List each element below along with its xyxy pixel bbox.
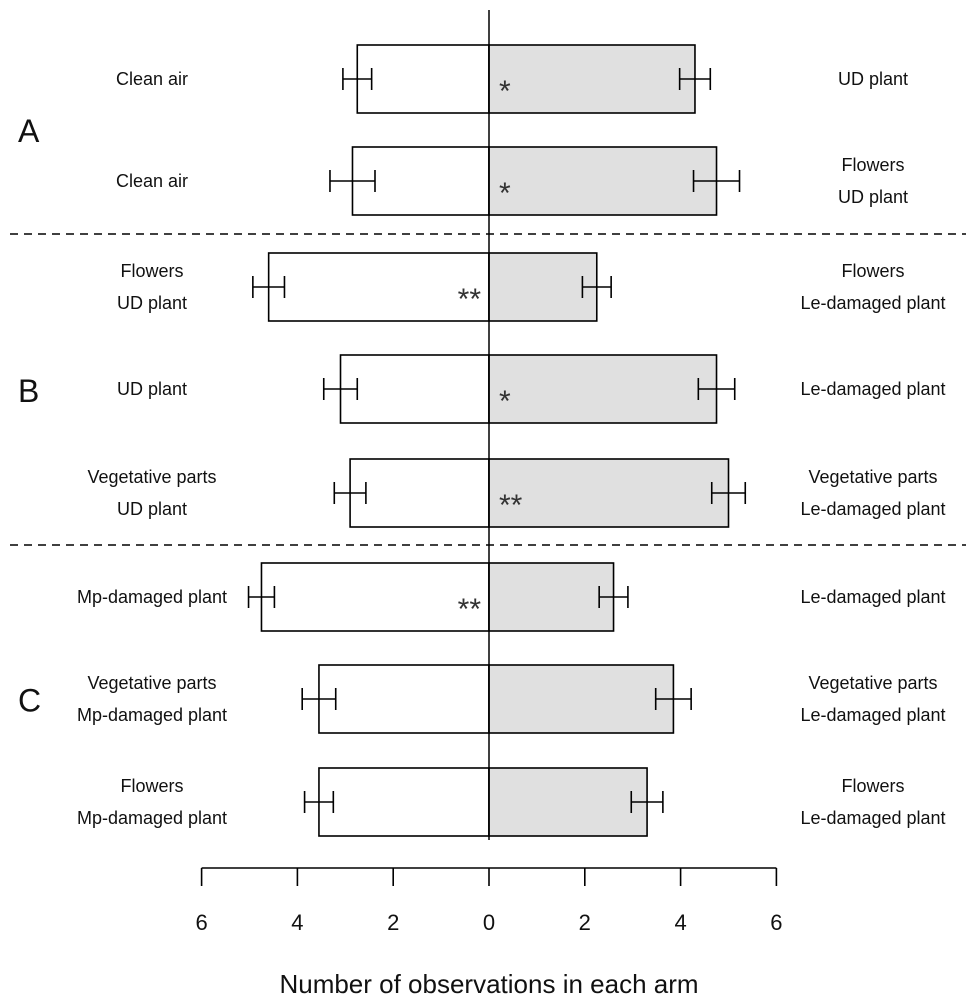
row-label-right: Vegetative parts Le-damaged plant [800, 673, 945, 725]
error-bar-left [342, 68, 373, 90]
row-label-left: UD plant [117, 379, 187, 399]
bar-left [356, 44, 490, 114]
bar-right [488, 562, 615, 632]
bar-right [488, 767, 648, 837]
significance-mark: * [499, 177, 511, 210]
x-axis: 6 4 2 0 2 4 6 [195, 867, 783, 935]
panel-label: B [18, 373, 39, 409]
significance-mark: ** [458, 283, 482, 316]
error-bar-right [697, 378, 736, 400]
significance-mark: ** [458, 593, 482, 626]
row-labels: Clean air UD plant Clean air Flowers UD plan… [77, 69, 946, 828]
x-tick-label: 4 [291, 910, 303, 935]
x-tick-label: 0 [483, 910, 495, 935]
error-bar-left [329, 170, 376, 192]
bar-left [339, 354, 490, 424]
error-bar-right [581, 276, 612, 298]
row-label-left: Mp-damaged plant [77, 587, 227, 607]
error-bar-right [710, 482, 747, 504]
bar-left [318, 664, 490, 734]
row-label-left: Clean air [116, 171, 188, 191]
bar-right [488, 664, 675, 734]
panel-label: A [18, 113, 40, 149]
significance-marks: ********* [458, 75, 523, 626]
significance-mark: * [499, 385, 511, 418]
error-bars [247, 68, 747, 813]
bar-right [488, 146, 718, 216]
error-bar-right [630, 791, 664, 813]
x-tick-label: 6 [770, 910, 782, 935]
error-bar-left [301, 688, 337, 710]
bar-left [260, 562, 490, 632]
bar-left [349, 458, 490, 528]
row-label-left: Clean air [116, 69, 188, 89]
panel-separators [10, 233, 966, 546]
x-axis-title: Number of observations in each arm [279, 969, 698, 999]
error-bar-right [598, 586, 629, 608]
error-bar-right [678, 68, 712, 90]
bar-right [488, 354, 718, 424]
row-label-right: Flowers Le-damaged plant [800, 261, 945, 313]
x-tick-label: 4 [674, 910, 686, 935]
row-label-right: Flowers Le-damaged plant [800, 776, 945, 828]
bar-left [318, 767, 490, 837]
error-bar-left [247, 586, 276, 608]
error-bar-left [333, 482, 367, 504]
x-tick-label: 6 [195, 910, 207, 935]
row-label-right: Vegetative parts Le-damaged plant [800, 467, 945, 519]
bar-right [488, 44, 696, 114]
bar-left [267, 252, 490, 322]
row-label-right: Flowers UD plant [838, 155, 908, 207]
row-label-right: Le-damaged plant [800, 587, 945, 607]
x-tick-label: 2 [579, 910, 591, 935]
x-tick-label: 2 [387, 910, 399, 935]
error-bar-left [252, 276, 286, 298]
error-bar-right [654, 688, 692, 710]
panel-labels: A B C [18, 113, 41, 719]
significance-mark: * [499, 75, 511, 108]
panel-label: C [18, 683, 41, 719]
row-label-left: Vegetative parts Mp-damaged plant [77, 673, 227, 725]
error-bar-right [692, 170, 741, 192]
row-label-right: UD plant [838, 69, 908, 89]
error-bar-left [303, 791, 335, 813]
row-label-left: Vegetative parts UD plant [87, 467, 216, 519]
row-label-left: Flowers UD plant [117, 261, 187, 313]
error-bar-left [322, 378, 359, 400]
bars [260, 44, 730, 837]
significance-mark: ** [499, 489, 523, 522]
row-label-left: Flowers Mp-damaged plant [77, 776, 227, 828]
bar-right [488, 458, 730, 528]
row-label-right: Le-damaged plant [800, 379, 945, 399]
bar-right [488, 252, 598, 322]
